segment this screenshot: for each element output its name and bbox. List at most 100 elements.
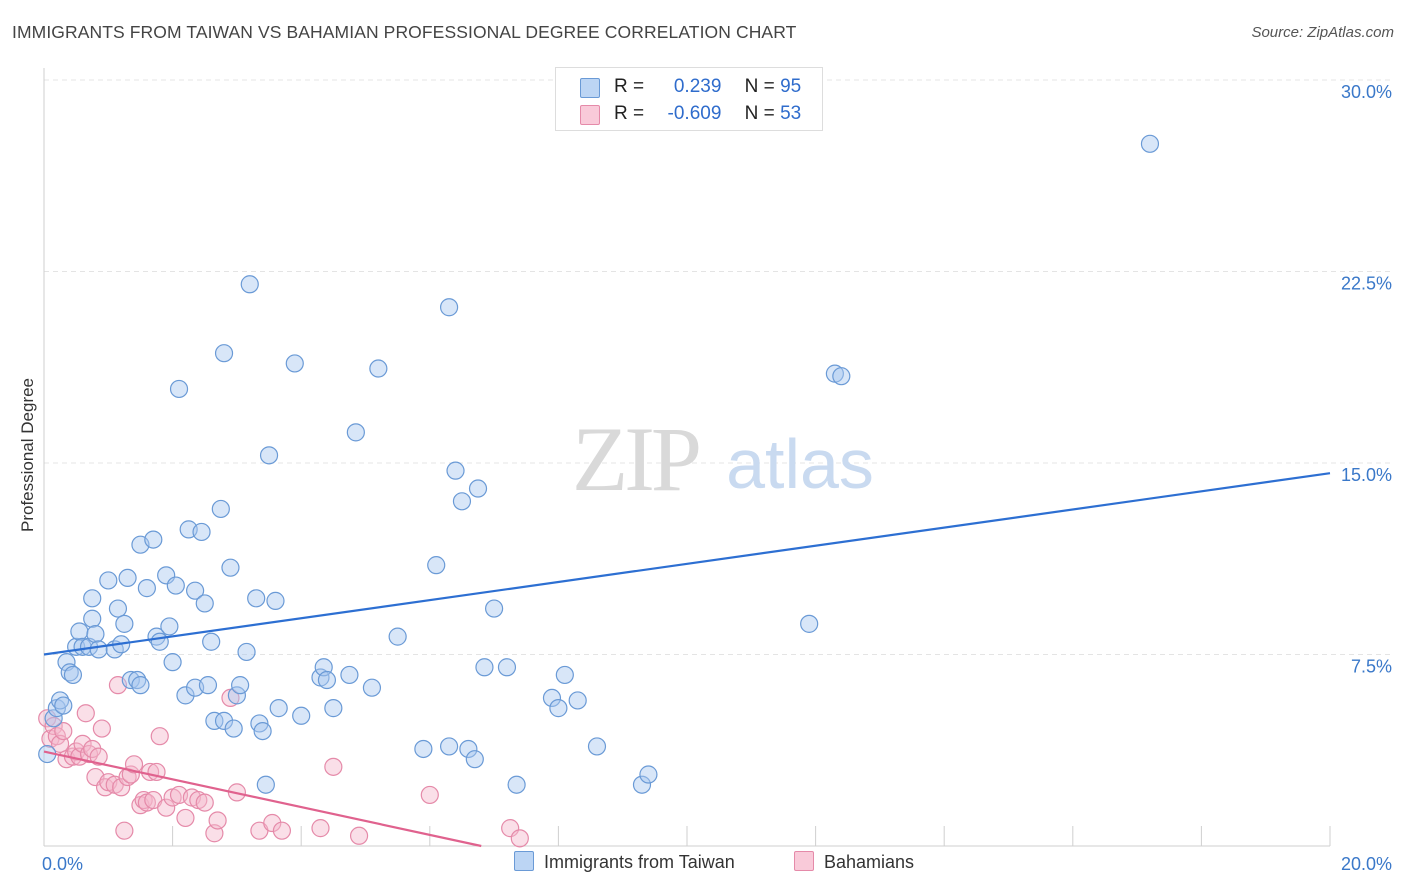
taiwan-point — [211, 499, 230, 519]
bahamians-trend-line — [43, 750, 482, 848]
y-tick-label: 30.0% — [1341, 82, 1392, 102]
taiwan-point — [60, 663, 79, 682]
bottom-swatch-blue — [514, 851, 534, 871]
legend-r-value: -0.609 — [667, 103, 722, 124]
taiwan-point — [259, 446, 279, 465]
x-tick-label: 20.0% — [1341, 854, 1392, 874]
taiwan-point — [137, 579, 156, 598]
chart-title: IMMIGRANTS FROM TAIWAN VS BAHAMIAN PROFE… — [12, 22, 797, 42]
bottom-legend-label: Bahamians — [824, 852, 915, 872]
taiwan-point — [497, 658, 517, 677]
taiwan-point — [317, 670, 337, 690]
taiwan-point — [292, 706, 311, 725]
taiwan-point — [427, 556, 446, 575]
source-credit: Source: ZipAtlas.com — [1251, 24, 1394, 41]
bahamians-point — [510, 829, 529, 848]
taiwan-point — [388, 627, 407, 646]
taiwan-point — [452, 492, 472, 511]
legend-n-label: N = — [744, 103, 775, 124]
taiwan-point — [186, 581, 205, 600]
taiwan-point — [266, 591, 285, 610]
bahamians-point — [349, 826, 369, 845]
taiwan-point — [800, 614, 819, 633]
taiwan-point — [240, 275, 259, 294]
taiwan-point — [485, 599, 504, 618]
taiwan-point — [542, 688, 562, 708]
legend-swatch-pink — [580, 105, 600, 125]
bottom-legend-label: Immigrants from Taiwan — [544, 852, 735, 872]
taiwan-point — [163, 653, 182, 672]
legend-n-value: 53 — [780, 103, 802, 124]
bahamians-point — [54, 721, 73, 741]
taiwan-point — [414, 739, 433, 759]
taiwan-trend-line — [43, 472, 1331, 656]
taiwan-point — [555, 665, 574, 685]
y-tick-label: 22.5% — [1341, 274, 1392, 294]
x-tick-label: 0.0% — [42, 854, 83, 874]
taiwan-point — [446, 461, 465, 480]
taiwan-point — [221, 558, 240, 577]
bahamians-point — [124, 755, 144, 774]
bottom-legend-taiwan: Immigrants from Taiwan — [514, 851, 735, 873]
taiwan-point — [1140, 134, 1160, 153]
bahamians-point — [44, 716, 63, 736]
taiwan-point — [195, 594, 214, 613]
taiwan-point — [269, 699, 288, 718]
legend-swatch-blue — [580, 78, 600, 98]
bahamians-point — [420, 785, 439, 805]
taiwan-point — [832, 367, 851, 386]
taiwan-point — [86, 624, 105, 644]
bahamians-point — [263, 813, 282, 833]
taiwan-point — [231, 676, 250, 695]
bahamians-point — [73, 734, 92, 753]
taiwan-point — [202, 632, 221, 651]
tick-labels: 7.5% 15.0% 22.5% 30.0% 0.0% 20.0% — [42, 82, 1392, 874]
taiwan-point — [568, 691, 587, 710]
y-tick-label: 15.0% — [1341, 465, 1392, 485]
bahamians-point — [176, 808, 195, 828]
taiwan-point — [83, 589, 102, 608]
taiwan-point — [115, 614, 134, 633]
bahamians-point — [89, 747, 108, 766]
taiwan-point — [224, 719, 243, 738]
bahamians-point — [134, 790, 153, 810]
trend-lines — [43, 472, 1331, 848]
taiwan-point — [256, 775, 275, 794]
taiwan-point — [160, 617, 179, 636]
taiwan-point — [89, 640, 108, 659]
bahamians-point — [311, 819, 330, 838]
taiwan-point — [549, 699, 568, 718]
bahamians-point — [115, 821, 134, 840]
bahamians-point — [150, 727, 169, 746]
taiwan-point — [99, 571, 118, 590]
taiwan-point — [121, 670, 140, 690]
taiwan-point — [465, 750, 484, 769]
taiwan-point — [227, 686, 246, 705]
taiwan-point — [63, 665, 83, 685]
taiwan-point — [131, 676, 150, 695]
taiwan-point — [108, 599, 128, 618]
taiwan-point — [475, 658, 494, 677]
bahamians-point — [272, 821, 292, 840]
taiwan-point — [169, 379, 189, 399]
legend-n-value: 95 — [780, 76, 802, 97]
taiwan-point — [214, 344, 234, 363]
bahamians-point — [157, 798, 176, 817]
taiwan-point — [369, 359, 388, 378]
taiwan-point — [144, 530, 163, 549]
taiwan-point — [192, 522, 211, 542]
taiwan-point — [237, 642, 256, 662]
taiwan-point — [285, 354, 304, 373]
legend-r-label: R = — [614, 76, 645, 97]
axes — [43, 68, 1331, 847]
legend-r-value: 0.239 — [673, 76, 722, 97]
taiwan-point — [439, 298, 459, 317]
taiwan-point — [439, 737, 459, 756]
grid-lines — [44, 79, 1394, 655]
taiwan-point — [44, 709, 63, 728]
legend-r-label: R = — [614, 103, 645, 124]
taiwan-point — [247, 589, 266, 608]
taiwan-point — [639, 765, 658, 784]
taiwan-point — [128, 670, 147, 690]
